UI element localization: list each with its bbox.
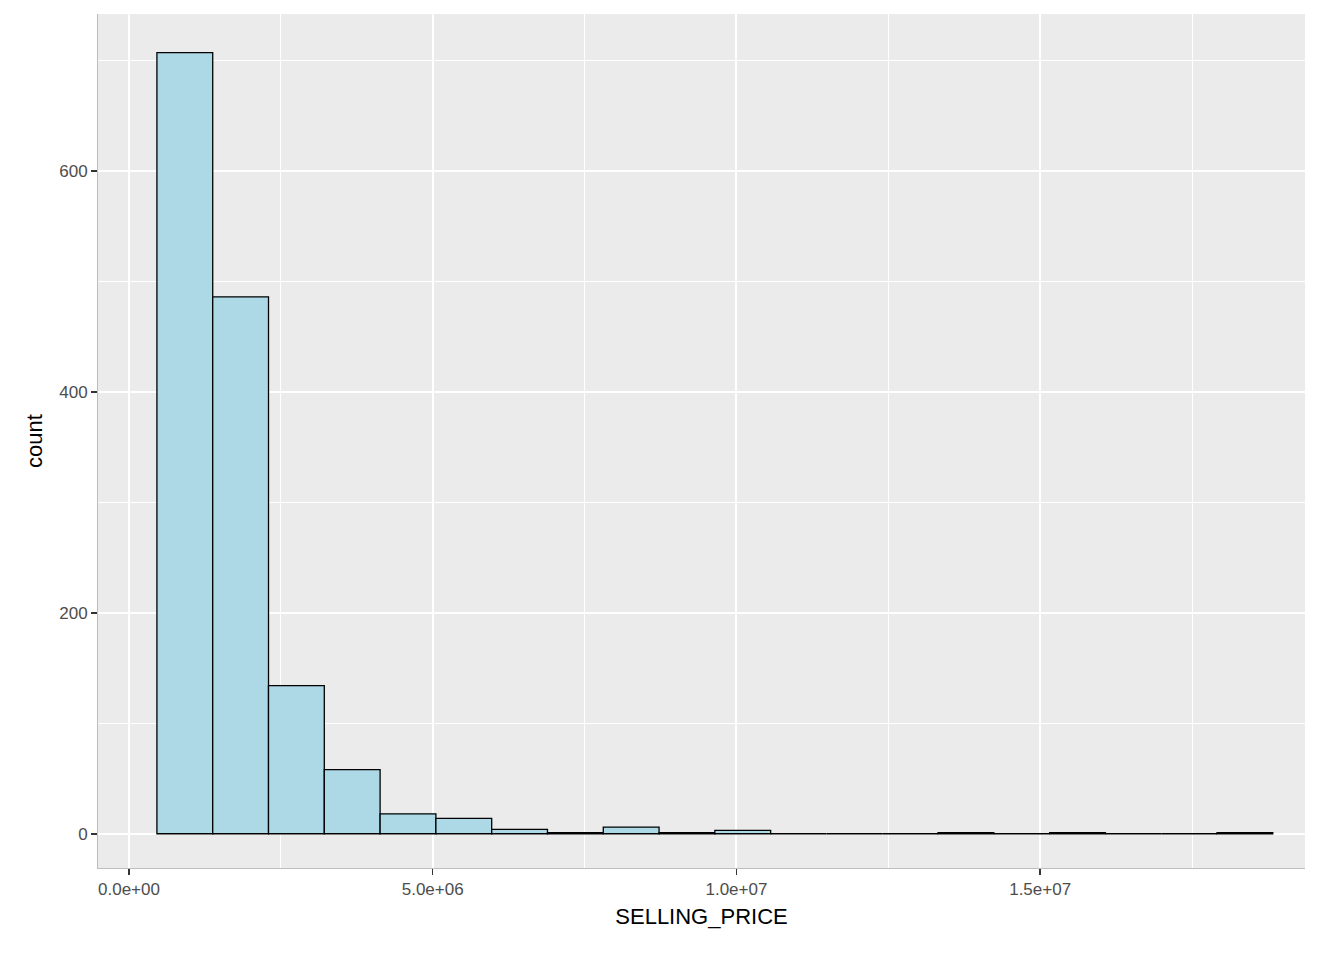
svg-text:1.0e+07: 1.0e+07	[705, 880, 767, 899]
svg-text:SELLING_PRICE: SELLING_PRICE	[615, 904, 787, 929]
svg-text:0.0e+00: 0.0e+00	[98, 880, 160, 899]
svg-text:200: 200	[59, 604, 87, 623]
svg-text:600: 600	[59, 162, 87, 181]
svg-text:0: 0	[78, 825, 87, 844]
svg-text:5.0e+06: 5.0e+06	[402, 880, 464, 899]
svg-text:count: count	[22, 414, 47, 468]
svg-text:1.5e+07: 1.5e+07	[1009, 880, 1071, 899]
svg-text:400: 400	[59, 383, 87, 402]
